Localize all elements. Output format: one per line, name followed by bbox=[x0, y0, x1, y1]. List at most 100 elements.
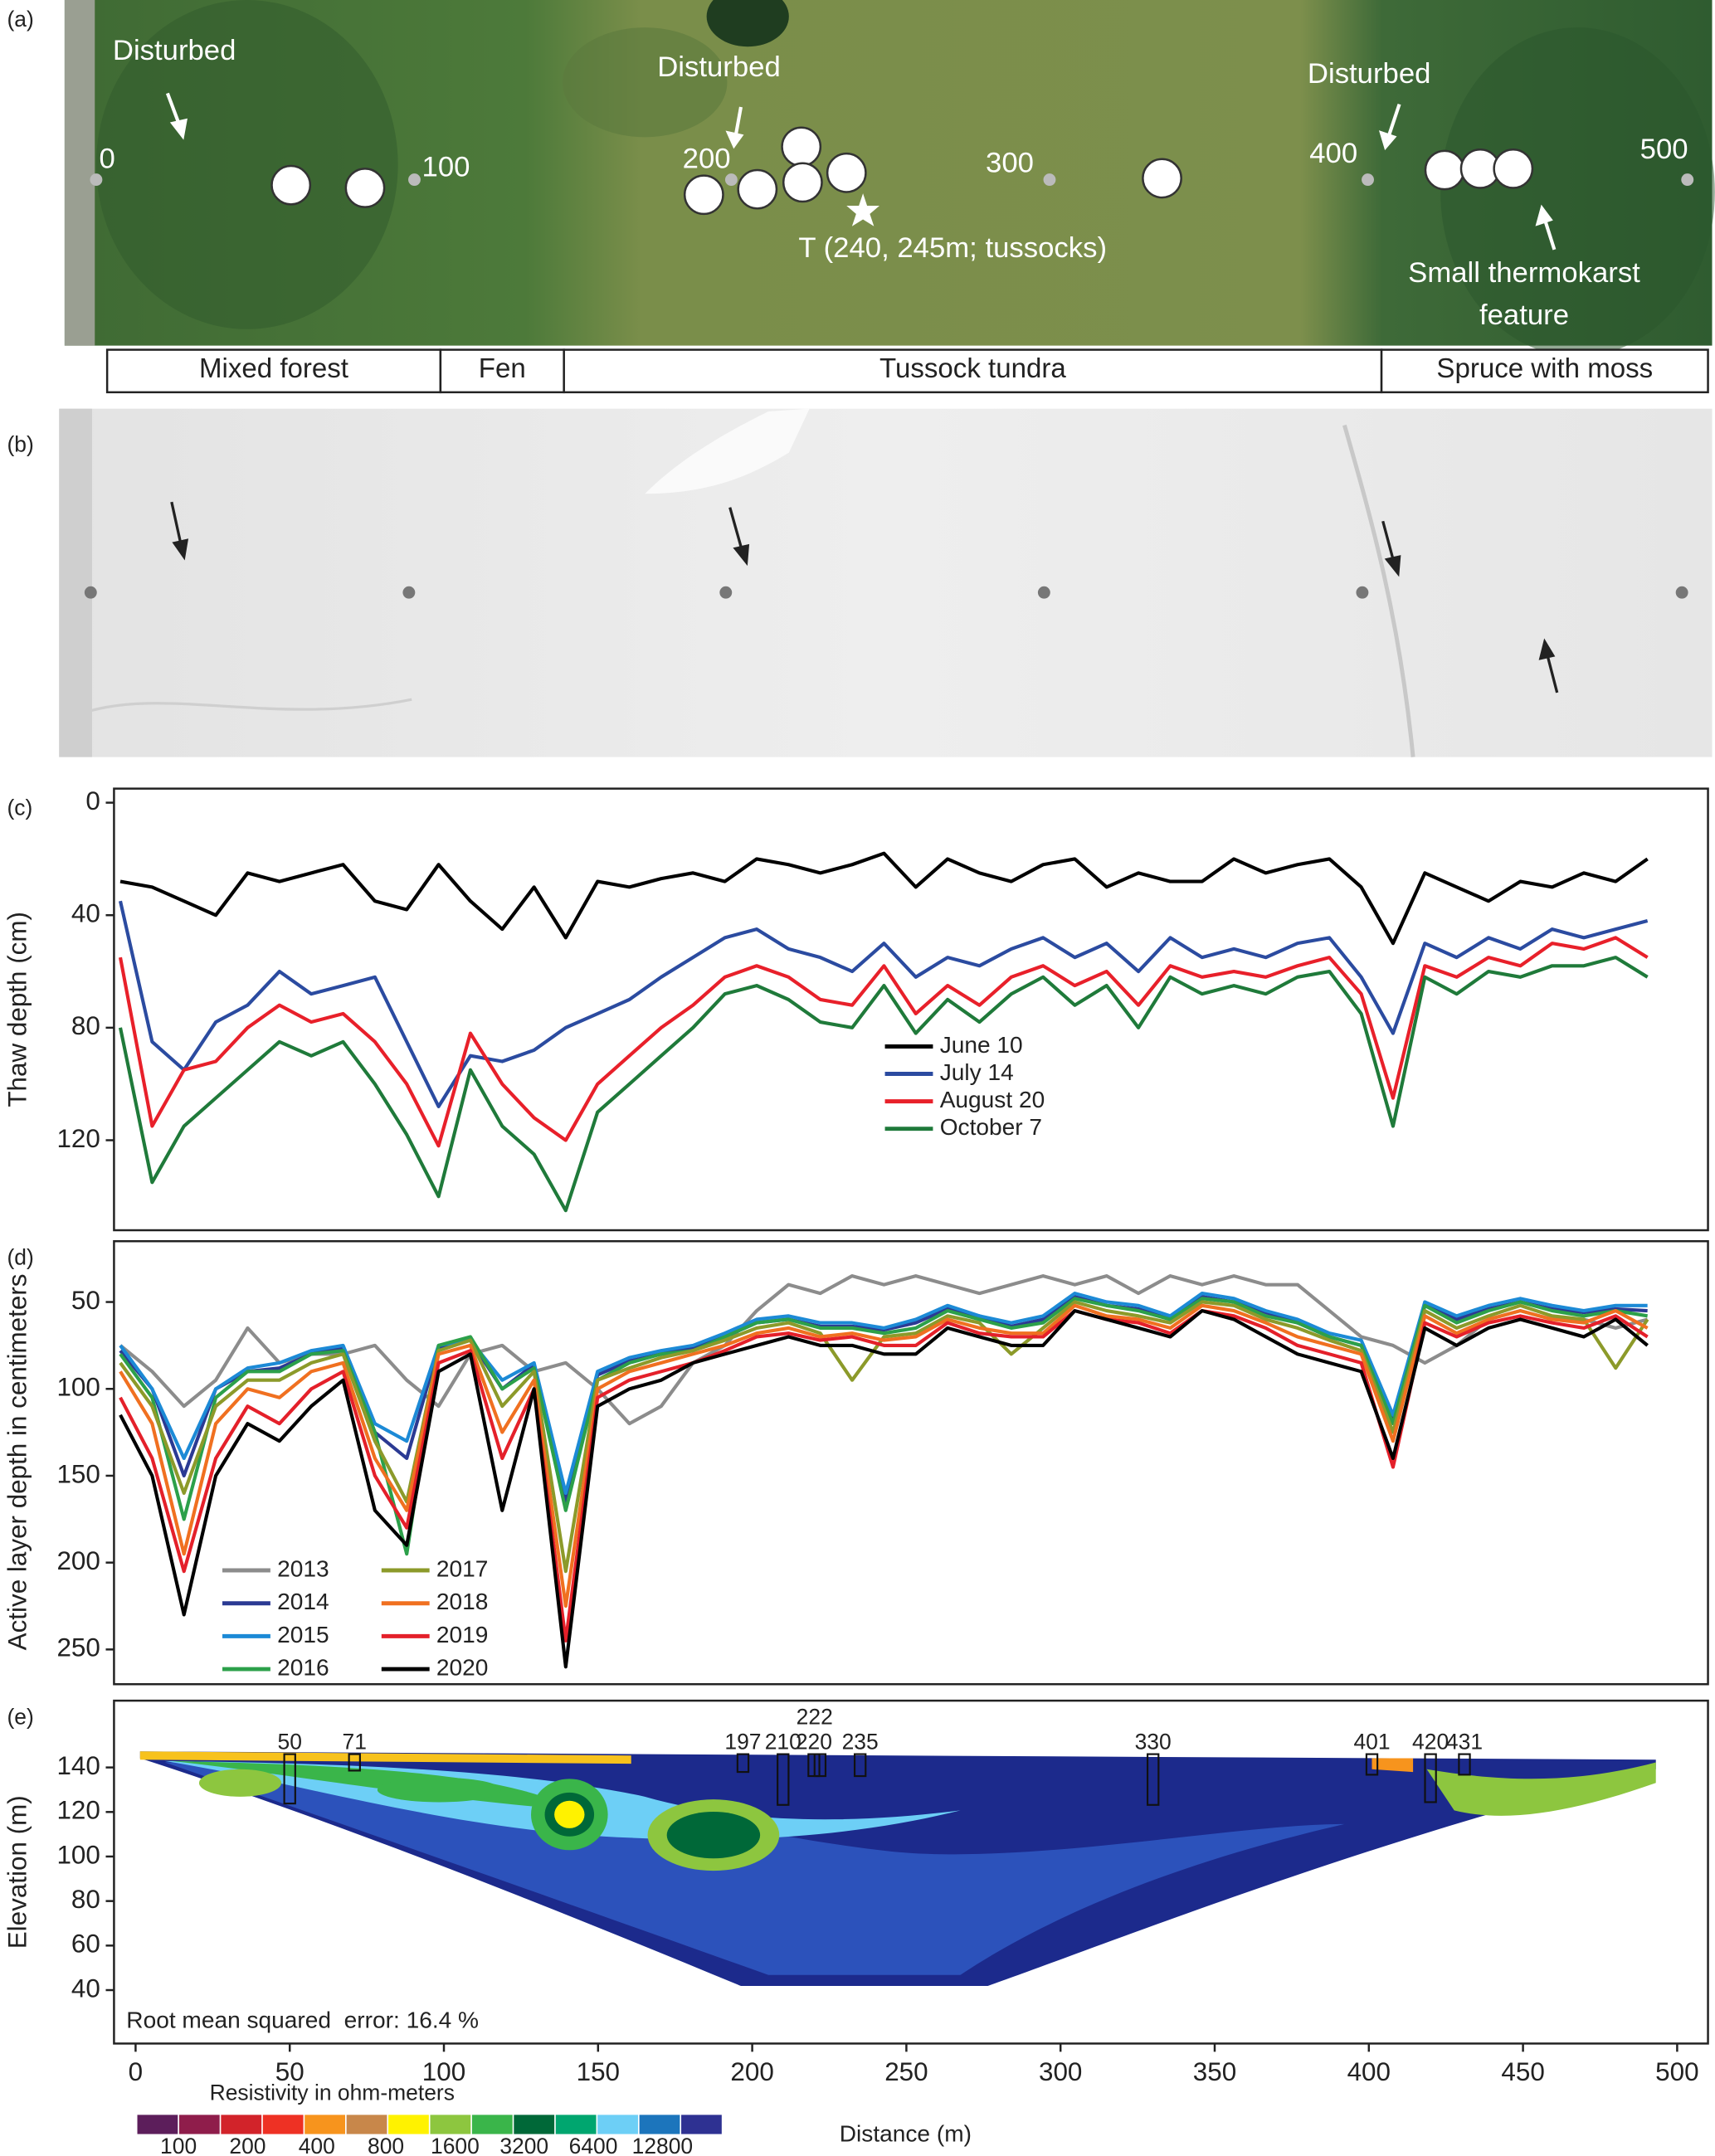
annotation: Disturbed bbox=[657, 51, 781, 83]
legend-label: 2020 bbox=[436, 1654, 489, 1680]
legend-label: 2018 bbox=[436, 1589, 489, 1614]
borehole-label: 235 bbox=[842, 1729, 879, 1754]
x-axis-label: Distance (m) bbox=[840, 2121, 972, 2147]
colorbar-swatch bbox=[639, 2115, 680, 2134]
colorbar-swatch bbox=[681, 2115, 722, 2134]
x-tick-label: 300 bbox=[1039, 2057, 1082, 2086]
y-axis-label: Active layer depth in centimeters bbox=[3, 1273, 32, 1650]
legend-label: August 20 bbox=[940, 1087, 1045, 1112]
data-line bbox=[119, 1292, 1648, 1496]
colorbar-swatch bbox=[430, 2115, 471, 2134]
hillshade bbox=[59, 408, 1713, 757]
y-axis-label: Thaw depth (cm) bbox=[3, 912, 32, 1107]
colorbar-swatch bbox=[471, 2115, 513, 2134]
colorbar-label: 3200 bbox=[499, 2134, 548, 2156]
borehole-label: 220 bbox=[796, 1729, 832, 1754]
panel-label: (d) bbox=[7, 1245, 33, 1270]
annotation: Small thermokarst bbox=[1408, 257, 1640, 289]
borehole bbox=[777, 1753, 790, 1806]
plot-frame bbox=[113, 1240, 1709, 1686]
distance-label: 400 bbox=[1309, 138, 1357, 169]
data-line bbox=[119, 851, 1649, 946]
hillshade-marker bbox=[719, 586, 733, 599]
x-tick-label: 200 bbox=[730, 2057, 773, 2086]
distance-label: 100 bbox=[422, 152, 470, 183]
zone-label: Spruce with moss bbox=[1436, 353, 1653, 384]
data-line bbox=[119, 1303, 1649, 1608]
y-tick-label: 50 bbox=[71, 1286, 100, 1315]
y-tick-label: 140 bbox=[56, 1751, 100, 1780]
annotation: Root mean squared error: 16.4 % bbox=[126, 2007, 479, 2032]
legend-label: 2019 bbox=[436, 1622, 489, 1647]
distance-label: 300 bbox=[986, 148, 1034, 179]
distance-marker bbox=[1362, 173, 1374, 187]
distance-marker bbox=[1043, 173, 1056, 187]
y-tick-label: 80 bbox=[71, 1011, 100, 1040]
legend-label: 2014 bbox=[277, 1589, 329, 1614]
data-line bbox=[119, 1274, 1649, 1426]
zone-box bbox=[563, 348, 1383, 394]
legend-label: 2016 bbox=[277, 1654, 329, 1680]
hillshade-marker bbox=[1675, 586, 1688, 599]
colorbar-label: 200 bbox=[229, 2134, 266, 2156]
annotation: T (240, 245m; tussocks) bbox=[798, 232, 1107, 264]
annotation: Disturbed bbox=[1308, 58, 1431, 90]
zone-box bbox=[439, 348, 565, 394]
x-tick-label: 150 bbox=[577, 2057, 620, 2086]
annotation: feature bbox=[1479, 299, 1569, 331]
y-tick-label: 120 bbox=[56, 1796, 100, 1825]
distance-label: 500 bbox=[1640, 134, 1688, 165]
sample-sites bbox=[270, 126, 1534, 226]
colorbar-swatch bbox=[388, 2115, 429, 2134]
borehole bbox=[1458, 1753, 1471, 1776]
x-tick-label: 500 bbox=[1655, 2057, 1698, 2086]
legend-label: 2017 bbox=[436, 1555, 489, 1581]
borehole-label: 222 bbox=[797, 1705, 833, 1730]
borehole bbox=[813, 1753, 827, 1778]
colorbar-swatch bbox=[262, 2115, 304, 2134]
borehole-label: 330 bbox=[1135, 1729, 1172, 1754]
y-tick-label: 40 bbox=[71, 1973, 100, 2003]
borehole bbox=[283, 1753, 296, 1805]
plot-frame bbox=[113, 1699, 1709, 2045]
colorbar-label: 800 bbox=[368, 2134, 404, 2156]
colorbar-label: 1600 bbox=[431, 2134, 480, 2156]
hillshade-marker bbox=[84, 586, 97, 599]
borehole bbox=[736, 1753, 750, 1774]
colorbar-title: Resistivity in ohm-meters bbox=[210, 2081, 455, 2105]
colorbar-label: 100 bbox=[160, 2134, 197, 2156]
borehole-label: 197 bbox=[724, 1729, 761, 1754]
distance-label: 200 bbox=[683, 144, 731, 175]
colorbar-label: 400 bbox=[299, 2134, 335, 2156]
borehole-label: 401 bbox=[1353, 1729, 1390, 1754]
panel-label: (c) bbox=[7, 795, 32, 820]
borehole-label: 50 bbox=[278, 1729, 302, 1754]
y-tick-label: 100 bbox=[56, 1373, 100, 1402]
distance-label: 0 bbox=[99, 144, 114, 175]
annotation: Disturbed bbox=[113, 35, 236, 66]
colorbar-label: 12800 bbox=[632, 2134, 694, 2156]
legend-label: July 14 bbox=[940, 1059, 1014, 1085]
zone-box bbox=[1380, 348, 1709, 394]
y-axis-label: Elevation (m) bbox=[3, 1795, 32, 1949]
zone-label: Tussock tundra bbox=[879, 353, 1066, 384]
y-tick-label: 40 bbox=[71, 899, 100, 928]
panel-label: (a) bbox=[7, 7, 33, 32]
y-tick-label: 150 bbox=[56, 1459, 100, 1488]
panel-label: (e) bbox=[7, 1705, 33, 1730]
y-tick-label: 0 bbox=[85, 786, 100, 815]
colorbar-swatch bbox=[305, 2115, 345, 2134]
distance-marker bbox=[90, 173, 103, 187]
y-tick-label: 200 bbox=[56, 1546, 100, 1575]
white-arrows bbox=[165, 92, 1557, 251]
colorbar-swatch bbox=[555, 2115, 597, 2134]
distance-marker bbox=[724, 173, 738, 187]
x-tick-label: 0 bbox=[129, 2057, 143, 2086]
borehole bbox=[348, 1753, 361, 1772]
legend-label: 2015 bbox=[277, 1622, 329, 1647]
distance-marker bbox=[1681, 173, 1694, 187]
borehole bbox=[1424, 1753, 1437, 1803]
legend-label: October 7 bbox=[940, 1114, 1042, 1140]
